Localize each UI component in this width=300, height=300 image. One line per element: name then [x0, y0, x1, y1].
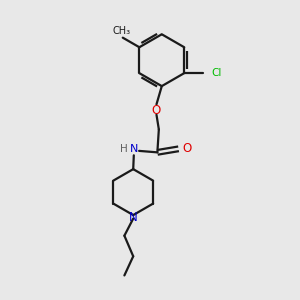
- Text: N: N: [129, 211, 138, 224]
- Text: Cl: Cl: [212, 68, 222, 78]
- Text: H: H: [120, 144, 127, 154]
- Text: N: N: [130, 144, 138, 154]
- Text: O: O: [182, 142, 191, 155]
- Text: O: O: [152, 104, 161, 117]
- Text: CH₃: CH₃: [112, 26, 130, 36]
